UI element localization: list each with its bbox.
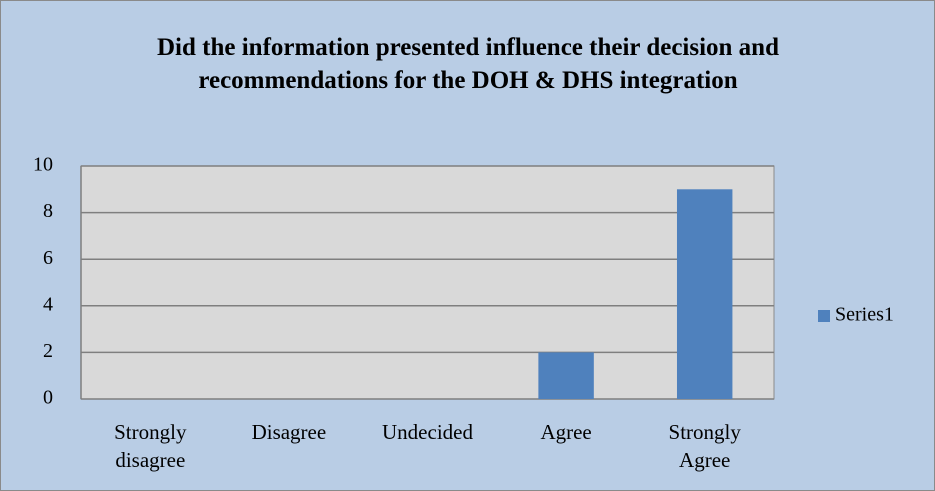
x-tick-label: Undecided	[382, 420, 473, 444]
y-tick-label: 8	[43, 200, 53, 222]
legend-label: Series1	[835, 304, 894, 326]
bar	[538, 352, 594, 399]
legend-swatch	[818, 310, 830, 322]
y-tick-label: 2	[43, 340, 53, 362]
y-tick-label: 10	[33, 154, 53, 176]
plot-area	[80, 165, 775, 400]
x-tick-label: Strongly Agree	[668, 420, 741, 472]
y-tick-label: 0	[43, 387, 53, 409]
x-tick-label: Strongly disagree	[114, 420, 187, 472]
y-tick-label: 6	[43, 247, 53, 269]
x-tick-label: Disagree	[251, 420, 327, 444]
x-tick-label: Agree	[540, 420, 592, 444]
bar	[676, 189, 733, 399]
y-tick-label: 4	[43, 293, 53, 315]
chart-title: Did the information presented influence …	[156, 34, 779, 94]
